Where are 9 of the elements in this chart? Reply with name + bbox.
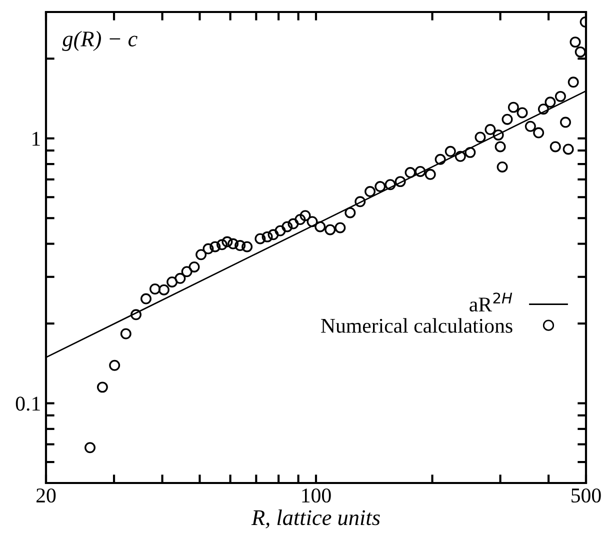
x-tick-label: 100 (302, 488, 331, 503)
legend-label: aR$^{2H}$ (470, 292, 512, 312)
y-tick-label: 1 (32, 132, 40, 146)
y-tick-label: 0.1 (16, 396, 40, 411)
x-tick-label: 20 (36, 488, 56, 503)
x-tick-label: 500 (572, 488, 601, 503)
legend-label: Numerical calculations (321, 318, 512, 333)
x-axis-title: R, lattice units (251, 510, 380, 528)
y-axis-title: g(R) − c (62, 30, 138, 51)
